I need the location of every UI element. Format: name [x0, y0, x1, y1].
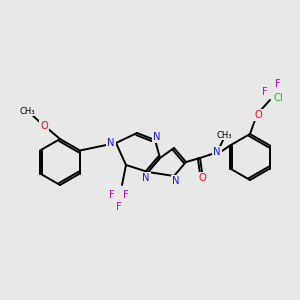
Text: N: N — [172, 176, 180, 186]
Text: N: N — [213, 147, 221, 157]
Text: O: O — [40, 121, 48, 131]
Text: N: N — [107, 138, 115, 148]
Text: F: F — [109, 190, 115, 200]
Text: N: N — [142, 173, 150, 183]
Text: F: F — [116, 202, 122, 212]
Text: F: F — [262, 87, 268, 97]
Text: Cl: Cl — [273, 93, 283, 103]
Text: CH₃: CH₃ — [19, 106, 35, 116]
Text: N: N — [153, 132, 161, 142]
Text: F: F — [275, 79, 281, 89]
Text: O: O — [254, 110, 262, 120]
Text: O: O — [198, 173, 206, 183]
Text: CH₃: CH₃ — [216, 130, 232, 140]
Text: F: F — [123, 190, 129, 200]
